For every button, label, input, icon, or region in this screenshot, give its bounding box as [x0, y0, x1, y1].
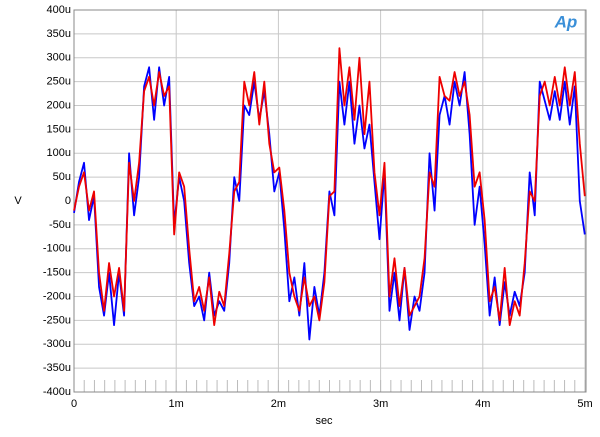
- x-tick-label: 0: [71, 398, 77, 410]
- y-tick-label: -150u: [43, 267, 71, 279]
- series-line: [73, 66, 586, 341]
- y-tick-label: -400u: [43, 386, 71, 398]
- y-tick-label: 300u: [47, 52, 71, 64]
- y-tick-label: 400u: [47, 4, 71, 16]
- y-tick-label: -100u: [43, 243, 71, 255]
- series-line: [73, 47, 586, 327]
- x-tick-label: 3m: [373, 398, 388, 410]
- y-tick-label: -200u: [43, 290, 71, 302]
- logo: Ap: [554, 12, 578, 31]
- y-tick-label: -350u: [43, 362, 71, 374]
- x-axis-label: sec: [315, 415, 333, 427]
- x-tick-label: 2m: [271, 398, 286, 410]
- x-tick-label: 5m: [577, 398, 592, 410]
- y-tick-label: 250u: [47, 76, 71, 88]
- x-tick-label: 1m: [169, 398, 184, 410]
- y-tick-label: 200u: [47, 99, 71, 111]
- y-tick-label: 150u: [47, 123, 71, 135]
- y-axis-label: V: [14, 195, 22, 207]
- plot-frame: [73, 9, 587, 393]
- y-tick-label: 0: [65, 195, 71, 207]
- x-tick-label: 4m: [475, 398, 490, 410]
- y-tick-label: -50u: [49, 219, 71, 231]
- y-tick-label: -250u: [43, 314, 71, 326]
- y-tick-label: 100u: [47, 147, 71, 159]
- y-tick-label: 350u: [47, 28, 71, 40]
- y-tick-label: -300u: [43, 338, 71, 350]
- y-tick-label: 50u: [53, 171, 71, 183]
